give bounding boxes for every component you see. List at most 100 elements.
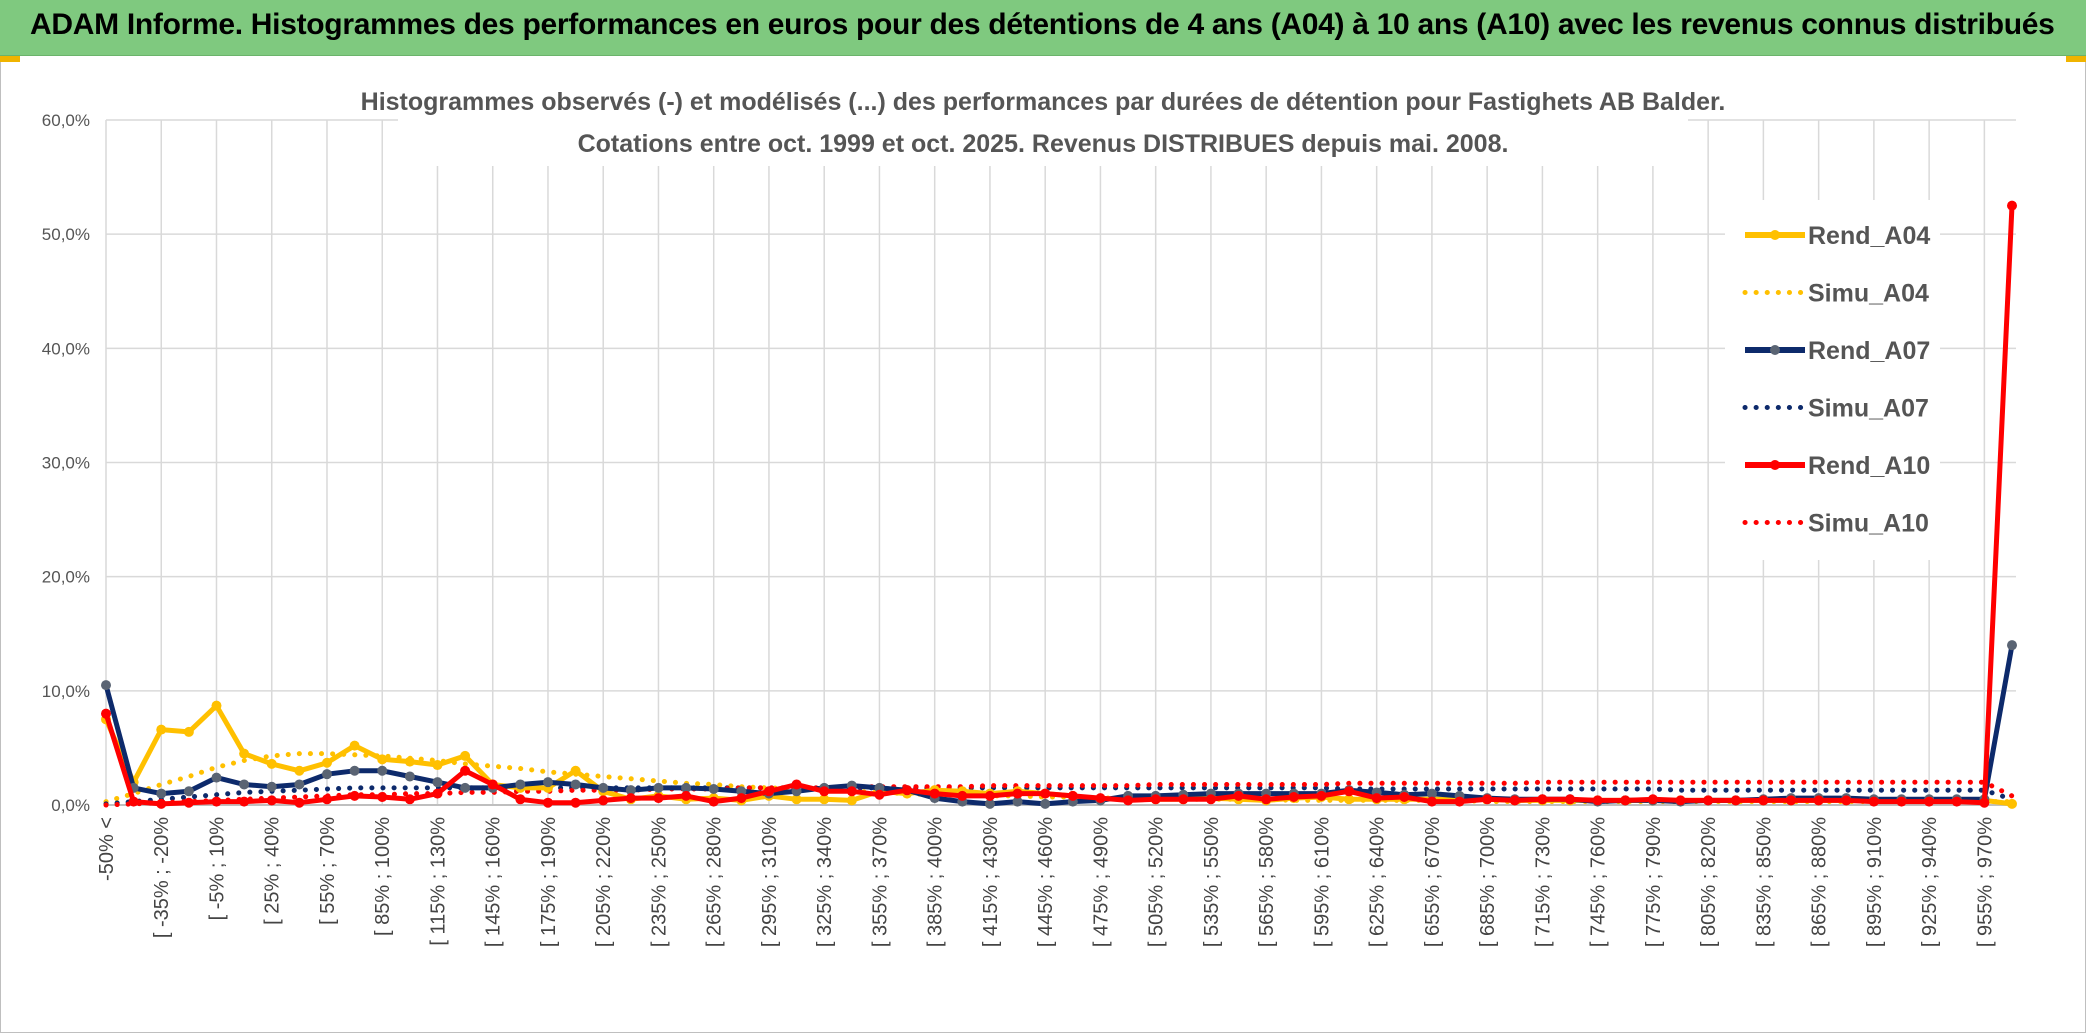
data-point bbox=[1012, 796, 1023, 807]
chart-title-line-2: Cotations entre oct. 1999 et oct. 2025. … bbox=[578, 130, 1509, 158]
data-point bbox=[183, 726, 194, 737]
x-tick-label: [ 385% ; 400% bbox=[925, 817, 947, 947]
legend-marker bbox=[1770, 345, 1780, 355]
data-point bbox=[377, 754, 388, 765]
y-tick-label: 0,0% bbox=[51, 796, 90, 815]
data-point bbox=[211, 772, 222, 783]
data-point bbox=[1371, 793, 1382, 804]
data-point bbox=[239, 796, 250, 807]
x-tick-label: [ 925% ; 940% bbox=[1919, 817, 1941, 947]
x-tick-label: [ 805% ; 820% bbox=[1698, 817, 1720, 947]
x-tick-label: [ 445% ; 460% bbox=[1035, 817, 1057, 947]
data-point bbox=[515, 794, 526, 805]
data-point bbox=[1647, 794, 1658, 805]
data-point bbox=[1841, 795, 1852, 806]
data-point bbox=[1344, 786, 1355, 797]
data-point bbox=[791, 779, 802, 790]
data-point bbox=[570, 779, 581, 790]
data-point bbox=[460, 782, 471, 793]
data-point bbox=[294, 779, 305, 790]
x-tick-label: [ 145% ; 160% bbox=[483, 817, 505, 947]
x-tick-label: [ 205% ; 220% bbox=[593, 817, 615, 947]
data-point bbox=[211, 796, 222, 807]
x-tick-label: [ 325% ; 340% bbox=[814, 817, 836, 947]
data-point bbox=[183, 797, 194, 808]
x-tick-label: [ 415% ; 430% bbox=[980, 817, 1002, 947]
data-point bbox=[1620, 795, 1631, 806]
y-tick-label: 40,0% bbox=[42, 339, 90, 358]
data-point bbox=[1951, 796, 1962, 807]
data-point bbox=[1233, 790, 1244, 801]
data-point bbox=[239, 779, 250, 790]
data-point bbox=[1040, 788, 1051, 799]
data-point bbox=[1565, 794, 1576, 805]
data-point bbox=[377, 765, 388, 776]
data-point bbox=[929, 788, 940, 799]
data-point bbox=[1592, 795, 1603, 806]
data-point bbox=[791, 786, 802, 797]
data-point bbox=[266, 795, 277, 806]
data-point bbox=[736, 793, 747, 804]
data-point bbox=[542, 797, 553, 808]
legend-label-rend_a07: Rend_A07 bbox=[1808, 337, 1930, 365]
legend-marker bbox=[1770, 460, 1780, 470]
data-point bbox=[708, 784, 719, 795]
data-point bbox=[349, 790, 360, 801]
chart-title-line-1: Histogrammes observés (-) et modélisés (… bbox=[361, 88, 1726, 116]
x-tick-label: [ 295% ; 310% bbox=[759, 817, 781, 947]
data-point bbox=[1426, 788, 1437, 799]
data-point bbox=[681, 782, 692, 793]
x-tick-label: [ 175% ; 190% bbox=[538, 817, 560, 947]
data-point bbox=[1150, 794, 1161, 805]
data-point bbox=[1205, 794, 1216, 805]
data-point bbox=[183, 786, 194, 797]
header-banner: ADAM Informe. Histogrammes des performan… bbox=[0, 0, 2086, 56]
data-point bbox=[1426, 796, 1437, 807]
data-point bbox=[321, 757, 332, 768]
series-group bbox=[101, 200, 2017, 809]
data-point bbox=[1288, 792, 1299, 803]
data-point bbox=[984, 790, 995, 801]
data-point bbox=[598, 782, 609, 793]
x-tick-label: [ 265% ; 280% bbox=[704, 817, 726, 947]
data-point bbox=[1178, 794, 1189, 805]
data-point bbox=[2007, 640, 2017, 651]
data-point bbox=[542, 777, 553, 788]
data-point bbox=[515, 779, 526, 790]
x-tick-label: [ 475% ; 490% bbox=[1090, 817, 1112, 947]
data-point bbox=[1316, 790, 1327, 801]
x-tick-label: [ 55% ; 70% bbox=[317, 817, 339, 925]
data-point bbox=[349, 740, 360, 751]
data-point bbox=[1537, 794, 1548, 805]
x-tick-label: [ 25% ; 40% bbox=[262, 817, 284, 925]
data-point bbox=[294, 797, 305, 808]
data-point bbox=[1703, 795, 1714, 806]
data-point bbox=[321, 769, 332, 780]
data-point bbox=[460, 750, 471, 761]
data-point bbox=[1040, 798, 1051, 809]
x-tick-label: [ 895% ; 910% bbox=[1864, 817, 1886, 947]
x-tick-label: [ 745% ; 760% bbox=[1588, 817, 1610, 947]
data-point bbox=[239, 748, 250, 759]
data-point bbox=[156, 798, 167, 809]
legend-background bbox=[1725, 200, 1940, 560]
data-point bbox=[763, 786, 774, 797]
series-line-simu_a07 bbox=[103, 785, 2015, 807]
data-point bbox=[1813, 795, 1824, 806]
series-line-rend_a10 bbox=[103, 205, 2015, 807]
data-point bbox=[1261, 794, 1272, 805]
x-tick-label: [ 115% ; 130% bbox=[427, 817, 449, 946]
x-tick-label: [ 565% ; 580% bbox=[1256, 817, 1278, 947]
x-tick-label: [ 505% ; 520% bbox=[1146, 817, 1168, 947]
data-point bbox=[404, 794, 415, 805]
data-point bbox=[266, 758, 277, 769]
data-point bbox=[294, 765, 305, 776]
data-point bbox=[1123, 795, 1134, 806]
data-point bbox=[570, 797, 581, 808]
data-point bbox=[321, 794, 332, 805]
data-point bbox=[1896, 796, 1907, 807]
x-tick-label: -50% < bbox=[96, 817, 118, 881]
data-point bbox=[349, 765, 360, 776]
data-point bbox=[487, 779, 498, 790]
